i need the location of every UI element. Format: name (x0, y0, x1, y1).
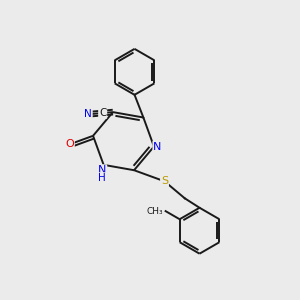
Text: N: N (98, 165, 106, 175)
Text: N: N (84, 109, 92, 119)
Text: S: S (161, 176, 168, 186)
Text: H: H (98, 173, 106, 183)
Text: CH₃: CH₃ (147, 207, 163, 216)
Text: O: O (65, 140, 74, 149)
Text: C: C (99, 108, 106, 118)
Text: N: N (153, 142, 162, 152)
